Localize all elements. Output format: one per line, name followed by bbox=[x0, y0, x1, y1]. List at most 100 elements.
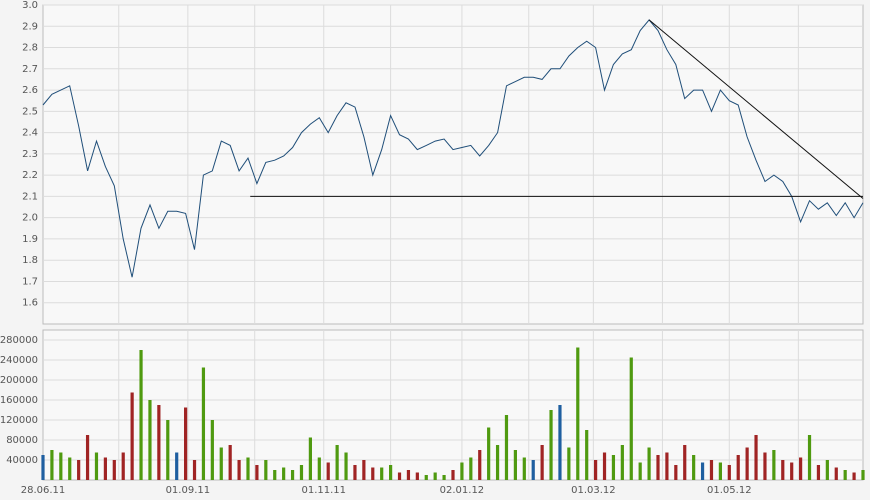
volume-bar bbox=[308, 437, 312, 480]
y-tick-label: 1.9 bbox=[22, 234, 38, 245]
y-tick-label: 2.7 bbox=[22, 64, 38, 75]
volume-bar bbox=[665, 452, 669, 480]
y-tick-label: 40000 bbox=[6, 455, 38, 466]
volume-bar bbox=[112, 460, 116, 480]
volume-bar bbox=[576, 347, 580, 480]
volume-bar bbox=[184, 407, 188, 480]
volume-bar bbox=[121, 452, 125, 480]
volume-bar bbox=[700, 462, 705, 480]
volume-bar bbox=[647, 447, 651, 480]
volume-bar bbox=[718, 462, 722, 480]
volume-bar bbox=[558, 405, 562, 480]
y-tick-label: 120000 bbox=[0, 415, 38, 426]
y-tick-label: 1.8 bbox=[22, 255, 38, 266]
volume-bar bbox=[602, 452, 607, 480]
y-tick-label: 200000 bbox=[0, 375, 38, 386]
volume-bar bbox=[594, 460, 598, 480]
volume-plot bbox=[42, 329, 864, 481]
volume-bar bbox=[852, 472, 856, 480]
volume-bar bbox=[59, 452, 63, 480]
volume-bar bbox=[816, 465, 821, 480]
volume-bar bbox=[50, 450, 54, 480]
volume-bar bbox=[611, 455, 616, 480]
y-tick-label: 280000 bbox=[0, 335, 38, 346]
volume-bar bbox=[255, 465, 259, 480]
volume-bar bbox=[264, 460, 268, 480]
volume-bar bbox=[469, 457, 473, 480]
y-tick-label: 80000 bbox=[6, 435, 38, 446]
volume-bar bbox=[166, 420, 170, 480]
volume-bar bbox=[210, 420, 214, 480]
volume-bar bbox=[843, 470, 847, 480]
volume-bar bbox=[157, 405, 161, 480]
volume-bar bbox=[335, 445, 339, 480]
volume-bar bbox=[825, 460, 829, 480]
volume-bar bbox=[709, 460, 714, 480]
x-tick-label: 01.05.12 bbox=[707, 485, 752, 496]
volume-bar bbox=[246, 457, 250, 480]
volume-bar bbox=[478, 450, 482, 480]
volume-bar bbox=[531, 460, 535, 480]
volume-bar bbox=[326, 462, 330, 480]
y-tick-label: 2.6 bbox=[22, 85, 38, 96]
x-tick-label: 01.11.11 bbox=[301, 485, 346, 496]
volume-bar bbox=[834, 467, 838, 480]
volume-bar bbox=[495, 445, 500, 480]
volume-bar bbox=[139, 350, 143, 480]
volume-bar bbox=[549, 410, 553, 480]
volume-bar bbox=[353, 465, 357, 480]
volume-bar bbox=[504, 415, 509, 480]
volume-bar bbox=[85, 435, 90, 480]
volume-bar bbox=[861, 470, 865, 480]
volume-bar bbox=[299, 465, 304, 480]
x-tick-label: 28.06.11 bbox=[21, 485, 66, 496]
y-tick-label: 160000 bbox=[0, 395, 38, 406]
volume-bar bbox=[148, 400, 152, 480]
volume-bar bbox=[201, 367, 206, 480]
y-tick-label: 2.0 bbox=[22, 213, 38, 224]
volume-bar bbox=[692, 455, 696, 480]
volume-bar bbox=[94, 452, 99, 480]
volume-bar bbox=[77, 460, 81, 480]
volume-bar bbox=[772, 450, 776, 480]
volume-bar bbox=[727, 465, 731, 480]
volume-bar bbox=[389, 465, 393, 480]
volume-bar bbox=[273, 470, 277, 480]
volume-bar bbox=[790, 462, 794, 480]
y-tick-label: 2.5 bbox=[22, 106, 38, 117]
volume-bar bbox=[397, 472, 402, 480]
volume-bar bbox=[638, 462, 642, 480]
volume-bar bbox=[290, 470, 295, 480]
y-tick-label: 2.4 bbox=[22, 128, 38, 139]
volume-bar bbox=[620, 445, 624, 480]
x-tick-label: 01.09.11 bbox=[166, 485, 211, 496]
volume-bar bbox=[754, 435, 758, 480]
volume-bar bbox=[674, 465, 678, 480]
volume-bar bbox=[442, 475, 446, 480]
volume-bar bbox=[130, 392, 134, 480]
trend-line bbox=[648, 19, 864, 199]
volume-bar bbox=[219, 447, 223, 480]
y-tick-label: 2.9 bbox=[22, 21, 38, 32]
volume-bar bbox=[656, 455, 660, 480]
volume-bar bbox=[763, 452, 767, 480]
volume-bar bbox=[380, 467, 384, 480]
x-tick-label: 01.03.12 bbox=[571, 485, 616, 496]
volume-bar bbox=[192, 460, 197, 480]
volume-bar bbox=[513, 450, 517, 480]
y-tick-label: 1.7 bbox=[22, 276, 38, 287]
volume-bar bbox=[362, 460, 366, 480]
volume-bar bbox=[567, 447, 571, 480]
volume-bar bbox=[585, 430, 589, 480]
volume-bar bbox=[629, 357, 633, 480]
volume-bar bbox=[175, 452, 179, 480]
volume-bar bbox=[41, 455, 45, 480]
volume-bar bbox=[103, 457, 107, 480]
volume-bar bbox=[683, 445, 687, 480]
volume-bar bbox=[736, 455, 740, 480]
y-tick-label: 2.8 bbox=[22, 43, 38, 54]
volume-bar bbox=[424, 475, 428, 480]
y-tick-label: 2.1 bbox=[22, 191, 38, 202]
